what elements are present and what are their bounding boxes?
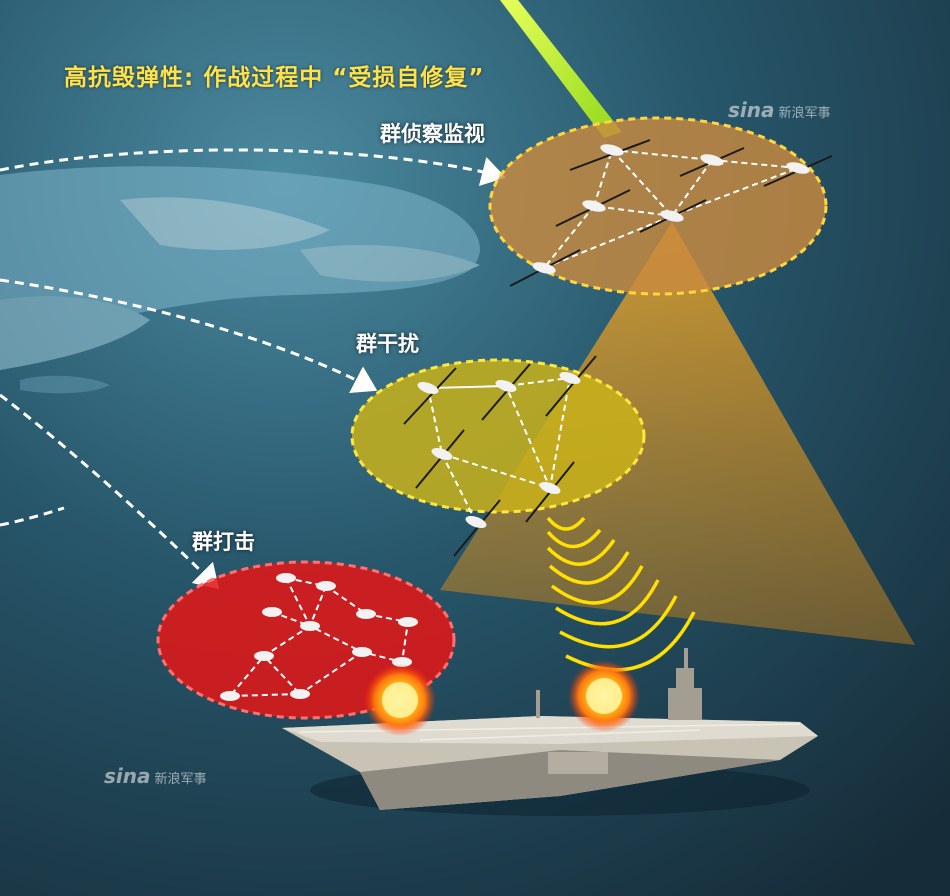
watermark: sina 新浪军事 [104, 764, 207, 788]
drone-icon [220, 573, 418, 701]
landmass [0, 166, 480, 394]
path-fragment [0, 506, 65, 527]
sina-logo: sina [728, 98, 775, 122]
path-to-recon [0, 148, 506, 187]
jamming-signal-waves [546, 516, 696, 672]
watermark-name: 新浪军事 [154, 772, 207, 787]
explosion-icon [364, 664, 436, 736]
recon-surveillance-label: 群侦察监视 [380, 122, 485, 146]
watermark: sina 新浪军事 [728, 98, 831, 122]
explosion-icon [568, 660, 640, 732]
jamming-swarm [350, 355, 646, 557]
flight-paths [0, 148, 506, 590]
drone-icon [417, 371, 581, 529]
recon-swarm [488, 116, 833, 296]
strike-label: 群打击 [192, 530, 255, 554]
jamming-label: 群干扰 [356, 332, 419, 356]
watermark-name: 新浪军事 [778, 106, 831, 121]
path-to-strike [0, 393, 220, 590]
laser-beam [500, 0, 622, 138]
drone-icon [532, 144, 810, 274]
aircraft-carrier [282, 648, 818, 816]
recon-coverage-cone [440, 222, 915, 645]
path-to-jamming [0, 278, 378, 393]
headline: 高抗毁弹性: 作战过程中 “受损自修复” [64, 65, 485, 91]
sina-logo: sina [104, 764, 151, 788]
